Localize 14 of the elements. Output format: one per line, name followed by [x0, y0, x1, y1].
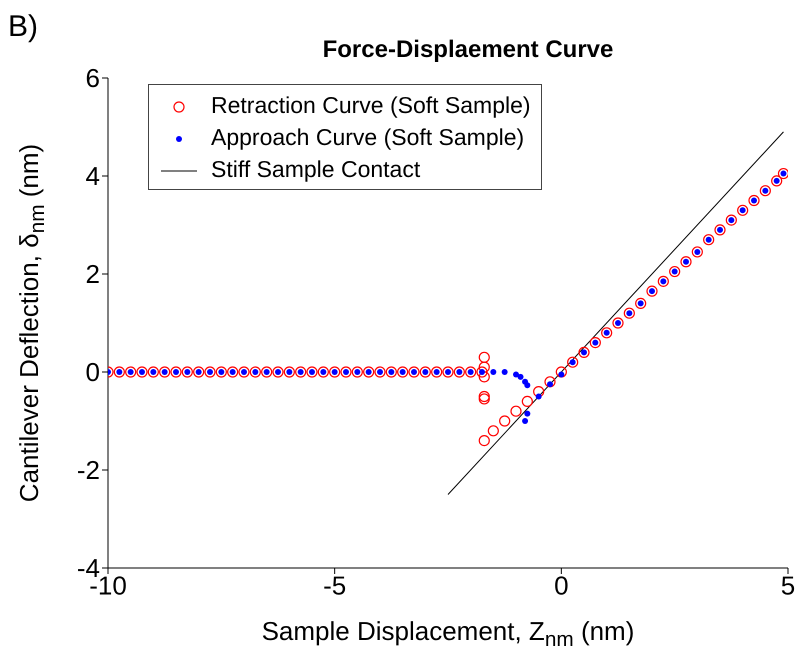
chart-title: Force-Displaement Curve	[322, 36, 614, 64]
legend-label: Approach Curve (Soft Sample)	[211, 124, 524, 150]
y-tick-label: 4	[86, 161, 100, 192]
x-tick-label: 5	[780, 570, 796, 600]
legend-label: Stiff Sample Contact	[211, 156, 420, 182]
x-axis-title: Sample Displacement, Z$_{nm}$ (nm)	[262, 616, 634, 652]
y-tick-label: 6	[86, 63, 100, 94]
y-tick-label: 2	[86, 259, 100, 290]
y-tick-label: 0	[86, 357, 100, 388]
text: B)	[8, 10, 38, 44]
y-tick-label: -2	[76, 455, 100, 486]
legend-label: Retraction Curve (Soft Sample)	[211, 92, 531, 118]
x-tick-label: 0	[554, 570, 569, 600]
x-tick-label: -5	[323, 570, 346, 600]
